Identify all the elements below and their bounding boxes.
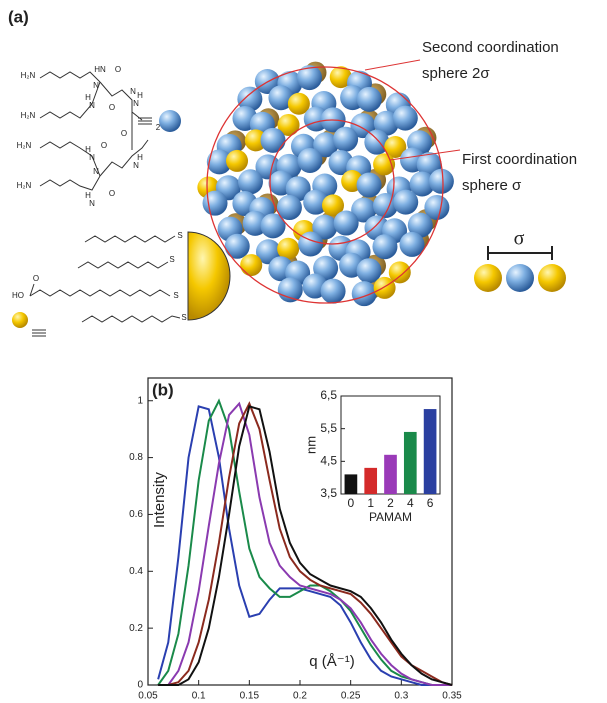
molecule-label: N — [89, 153, 95, 162]
bar — [404, 432, 417, 494]
x-axis-label: q (Å⁻¹) — [309, 653, 354, 670]
sphere — [393, 106, 418, 131]
molecule-label: O — [101, 141, 107, 150]
bar — [364, 468, 377, 494]
sphere — [240, 254, 262, 276]
x-tick-label: 0.35 — [442, 691, 462, 702]
pointer — [365, 60, 420, 70]
molecule-label: O — [109, 189, 115, 198]
molecule-label: H₂N — [21, 71, 36, 80]
x-tick-label: 0 — [348, 496, 355, 510]
x-tick-label: 0.15 — [240, 691, 260, 702]
molecule-label: 2 — [156, 123, 161, 132]
y-tick-label: 0.6 — [129, 509, 143, 520]
sphere — [538, 264, 566, 292]
sphere — [334, 211, 359, 236]
y-tick-label: 4,5 — [320, 454, 337, 468]
molecule-label: N — [93, 81, 99, 90]
ligand-structure — [30, 236, 180, 336]
annotation: Second coordination — [422, 39, 559, 56]
panel-a: (a) Second coo — [8, 7, 577, 336]
sphere — [203, 191, 228, 216]
sphere — [474, 264, 502, 292]
sphere — [506, 264, 534, 292]
panel-label: (b) — [152, 380, 174, 399]
sphere — [429, 169, 454, 194]
molecule-label: O — [33, 274, 39, 283]
x-tick-label: 2 — [387, 496, 394, 510]
sphere — [333, 127, 358, 152]
y-tick-label: 0 — [137, 680, 143, 691]
y-tick-label: 5,5 — [320, 421, 337, 435]
sphere — [357, 87, 382, 112]
x-tick-label: 0.1 — [192, 691, 206, 702]
sphere — [278, 277, 303, 302]
bar — [384, 455, 397, 494]
sphere-icon — [12, 312, 28, 328]
molecule-label: H — [137, 91, 143, 100]
molecule-label: N — [89, 199, 95, 208]
molecule-label: N — [133, 99, 139, 108]
panel-label: (a) — [8, 7, 29, 26]
molecule-label: N — [130, 87, 136, 96]
molecule-label: HO — [12, 291, 24, 300]
molecule-label: N — [93, 167, 99, 176]
sphere — [352, 281, 377, 306]
x-axis-label: PAMAM — [369, 510, 412, 524]
annotation: First coordination — [462, 151, 577, 168]
x-tick-label: 6 — [427, 496, 434, 510]
sphere — [372, 234, 397, 259]
y-tick-label: 0.4 — [129, 566, 143, 577]
sphere — [297, 65, 322, 90]
molecule-label: O — [109, 103, 115, 112]
x-tick-label: 0.2 — [293, 691, 307, 702]
sphere — [321, 279, 346, 304]
y-tick-label: 1 — [137, 395, 143, 406]
molecule-label: H₂N — [21, 111, 36, 120]
molecule-label: O — [121, 129, 127, 138]
molecule-label: H₂N — [17, 181, 32, 190]
bar — [424, 409, 437, 494]
molecule-label: S — [169, 255, 174, 264]
molecule-label: O — [115, 65, 121, 74]
sphere — [298, 148, 323, 173]
y-axis-label: nm — [303, 436, 318, 454]
bar — [345, 474, 358, 494]
y-tick-label: 0.2 — [129, 623, 143, 634]
y-tick-label: 0.8 — [129, 452, 143, 463]
x-tick-label: 1 — [367, 496, 374, 510]
x-tick-label: 0.25 — [341, 691, 361, 702]
sphere — [261, 213, 286, 238]
annotation: sphere 2σ — [422, 65, 490, 82]
molecule-label: N — [133, 161, 139, 170]
sphere — [238, 169, 263, 194]
molecule-label: HN — [94, 65, 106, 74]
sphere — [298, 232, 323, 257]
sphere-icon — [159, 110, 181, 132]
y-tick-label: 3,5 — [320, 486, 337, 500]
panel-b: 0.05 0.1 0.15 0.2 0.25 0.3 0.35 0 0.2 0.4 0.6 0.8 1 q… — [129, 378, 462, 702]
sphere — [226, 150, 248, 172]
sphere — [261, 128, 286, 153]
molecule-label: H₂N — [17, 141, 32, 150]
annotation: sphere σ — [462, 177, 522, 194]
y-axis-label: Intensity — [151, 472, 168, 528]
figure: (a) Second coo — [0, 0, 607, 703]
sphere — [374, 277, 396, 299]
molecule-label: N — [89, 101, 95, 110]
sphere-cluster — [197, 62, 454, 307]
y-tick-label: 6,5 — [320, 388, 337, 402]
sigma-label: σ — [514, 228, 525, 250]
x-tick-label: 0.3 — [394, 691, 408, 702]
x-tick-label: 0.05 — [138, 691, 158, 702]
sphere — [393, 190, 418, 215]
x-tick-label: 4 — [407, 496, 414, 510]
molecule-label: S — [177, 231, 182, 240]
molecule-label: S — [173, 291, 178, 300]
sphere — [357, 173, 382, 198]
molecule-label: S — [181, 313, 186, 322]
sphere — [225, 234, 250, 259]
